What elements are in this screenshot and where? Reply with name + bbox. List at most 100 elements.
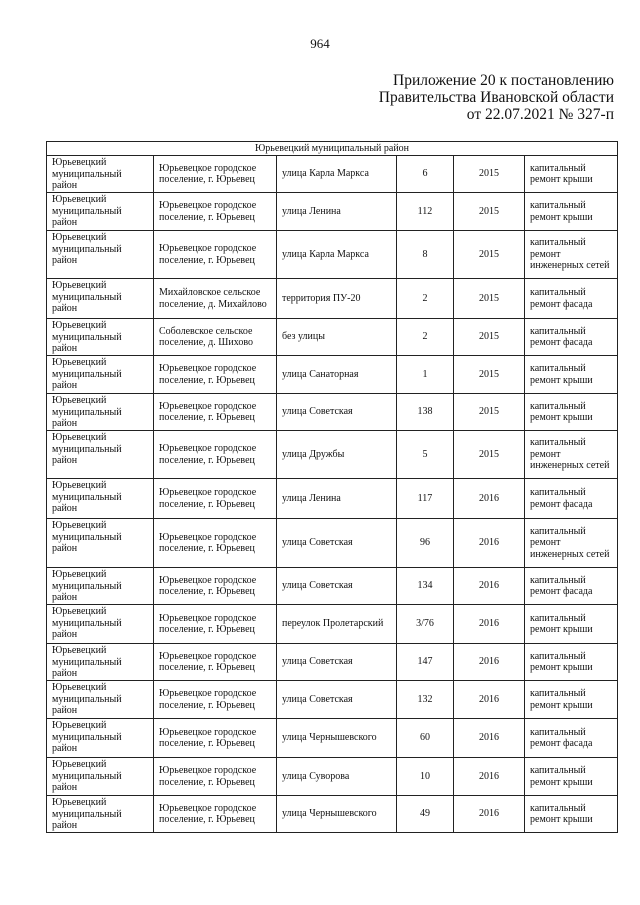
settlement-cell: Юрьевецкое городское поселение, г. Юрьев… (153, 192, 277, 231)
settlement-cell: Юрьевецкое городское поселение, г. Юрьев… (153, 604, 277, 644)
work-type-cell: капитальный ремонт инженерных сетей (523, 518, 619, 568)
settlement-cell: Юрьевецкое городское поселение, г. Юрьев… (153, 795, 277, 833)
year-cell: 2016 (453, 757, 525, 796)
settlement-cell: Михайловское сельское поселение, д. Миха… (153, 278, 277, 319)
table-row: Юрьевецкий муниципальный район Юрьевецкое… (46, 518, 619, 568)
settlement-cell: Юрьевецкое городское поселение, г. Юрьев… (153, 230, 277, 279)
settlement-cell: Юрьевецкое городское поселение, г. Юрьев… (153, 430, 277, 479)
district-cell: Юрьевецкий муниципальный район (46, 278, 154, 319)
objects-table: Юрьевецкий муниципальный район Юрьевецки… (45, 141, 619, 833)
table-row: Юрьевецкий муниципальный район Юрьевецкое… (46, 604, 619, 644)
year-cell: 2016 (453, 604, 525, 644)
settlement-cell: Юрьевецкое городское поселение, г. Юрьев… (153, 155, 277, 193)
settlement-cell: Юрьевецкое городское поселение, г. Юрьев… (153, 718, 277, 758)
house-number-cell: 49 (396, 795, 454, 833)
year-cell: 2015 (453, 355, 525, 394)
year-cell: 2016 (453, 518, 525, 568)
house-number-cell: 2 (396, 278, 454, 319)
year-cell: 2016 (453, 643, 525, 681)
header-line-3: от 22.07.2021 № 327-п (466, 106, 614, 123)
section-header-row: Юрьевецкий муниципальный район (45, 141, 619, 156)
work-type-cell: капитальный ремонт фасада (523, 318, 619, 356)
house-number-cell: 138 (396, 393, 454, 431)
year-cell: 2015 (453, 318, 525, 356)
year-cell: 2015 (453, 393, 525, 431)
street-cell: улица Ленина (276, 192, 397, 231)
district-cell: Юрьевецкий муниципальный район (46, 355, 154, 394)
street-cell: улица Советская (276, 393, 397, 431)
table-row: Юрьевецкий муниципальный район Михайловск… (46, 278, 619, 319)
street-cell: без улицы (276, 318, 397, 356)
district-cell: Юрьевецкий муниципальный район (46, 478, 154, 519)
street-cell: улица Советская (276, 680, 397, 719)
street-cell: улица Суворова (276, 757, 397, 796)
district-cell: Юрьевецкий муниципальный район (46, 518, 154, 568)
work-type-cell: капитальный ремонт фасада (523, 478, 619, 519)
house-number-cell: 112 (396, 192, 454, 231)
year-cell: 2016 (453, 680, 525, 719)
work-type-cell: капитальный ремонт крыши (523, 757, 619, 796)
district-cell: Юрьевецкий муниципальный район (46, 155, 154, 193)
year-cell: 2015 (453, 155, 525, 193)
header-line-2: Правительства Ивановской области (378, 89, 614, 106)
settlement-cell: Соболевское сельское поселение, д. Шихов… (153, 318, 277, 356)
document-header: Приложение 20 к постановлению Правительс… (379, 72, 614, 123)
table-row: Юрьевецкий муниципальный район Юрьевецкое… (46, 718, 619, 758)
settlement-cell: Юрьевецкое городское поселение, г. Юрьев… (153, 518, 277, 568)
table-row: Юрьевецкий муниципальный район Юрьевецкое… (46, 230, 619, 279)
year-cell: 2016 (453, 795, 525, 833)
district-cell: Юрьевецкий муниципальный район (46, 192, 154, 231)
settlement-cell: Юрьевецкое городское поселение, г. Юрьев… (153, 393, 277, 431)
house-number-cell: 132 (396, 680, 454, 719)
settlement-cell: Юрьевецкое городское поселение, г. Юрьев… (153, 757, 277, 796)
street-cell: улица Чернышевского (276, 795, 397, 833)
work-type-cell: капитальный ремонт крыши (523, 155, 619, 193)
house-number-cell: 5 (396, 430, 454, 479)
table-row: Юрьевецкий муниципальный район Юрьевецкое… (46, 393, 619, 431)
street-cell: улица Санаторная (276, 355, 397, 394)
house-number-cell: 8 (396, 230, 454, 279)
year-cell: 2016 (453, 718, 525, 758)
street-cell: улица Карла Маркса (276, 230, 397, 279)
district-cell: Юрьевецкий муниципальный район (46, 430, 154, 479)
street-cell: улица Советская (276, 643, 397, 681)
table-row: Юрьевецкий муниципальный район Юрьевецкое… (46, 795, 619, 833)
section-title: Юрьевецкий муниципальный район (45, 141, 619, 156)
work-type-cell: капитальный ремонт инженерных сетей (523, 230, 619, 279)
district-cell: Юрьевецкий муниципальный район (46, 567, 154, 605)
district-cell: Юрьевецкий муниципальный район (46, 318, 154, 356)
street-cell: улица Дружбы (276, 430, 397, 479)
work-type-cell: капитальный ремонт крыши (523, 393, 619, 431)
year-cell: 2016 (453, 478, 525, 519)
settlement-cell: Юрьевецкое городское поселение, г. Юрьев… (153, 567, 277, 605)
street-cell: улица Чернышевского (276, 718, 397, 758)
work-type-cell: капитальный ремонт крыши (523, 604, 619, 644)
year-cell: 2015 (453, 192, 525, 231)
street-cell: территория ПУ-20 (276, 278, 397, 319)
year-cell: 2015 (453, 278, 525, 319)
table-row: Юрьевецкий муниципальный район Юрьевецкое… (46, 567, 619, 605)
district-cell: Юрьевецкий муниципальный район (46, 604, 154, 644)
table-row: Юрьевецкий муниципальный район Юрьевецкое… (46, 430, 619, 479)
street-cell: улица Карла Маркса (276, 155, 397, 193)
district-cell: Юрьевецкий муниципальный район (46, 757, 154, 796)
settlement-cell: Юрьевецкое городское поселение, г. Юрьев… (153, 355, 277, 394)
district-cell: Юрьевецкий муниципальный район (46, 643, 154, 681)
house-number-cell: 6 (396, 155, 454, 193)
work-type-cell: капитальный ремонт фасада (523, 278, 619, 319)
header-line-1: Приложение 20 к постановлению (393, 72, 614, 89)
district-cell: Юрьевецкий муниципальный район (46, 230, 154, 279)
street-cell: улица Ленина (276, 478, 397, 519)
house-number-cell: 2 (396, 318, 454, 356)
page-number: 964 (310, 36, 330, 51)
house-number-cell: 3/76 (396, 604, 454, 644)
work-type-cell: капитальный ремонт крыши (523, 795, 619, 833)
settlement-cell: Юрьевецкое городское поселение, г. Юрьев… (153, 680, 277, 719)
district-cell: Юрьевецкий муниципальный район (46, 795, 154, 833)
house-number-cell: 147 (396, 643, 454, 681)
house-number-cell: 96 (396, 518, 454, 568)
district-cell: Юрьевецкий муниципальный район (46, 718, 154, 758)
table-row: Юрьевецкий муниципальный район Юрьевецкое… (46, 355, 619, 394)
work-type-cell: капитальный ремонт крыши (523, 355, 619, 394)
work-type-cell: капитальный ремонт крыши (523, 643, 619, 681)
